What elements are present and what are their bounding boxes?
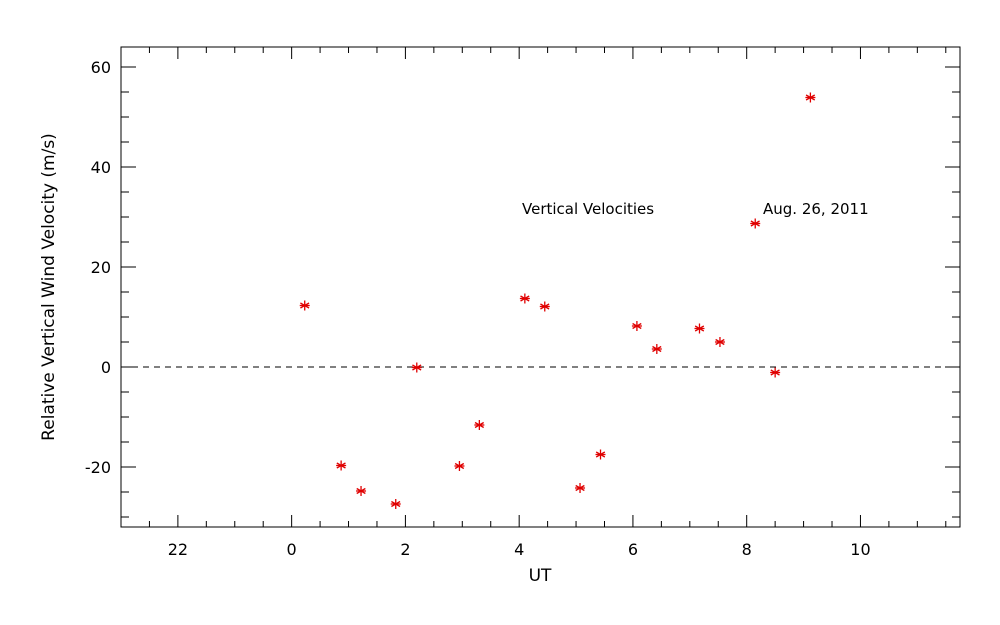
y-tick-label: -20: [85, 458, 111, 477]
annotation-vertical-velocities: Vertical Velocities: [522, 200, 654, 218]
y-tick-label: 20: [91, 258, 111, 277]
y-tick-label: 40: [91, 158, 111, 177]
axis-ticks: [120, 47, 960, 527]
data-point: [390, 499, 401, 509]
data-point: [750, 218, 761, 229]
x-tick-label: 8: [742, 540, 752, 559]
annotation-date: Aug. 26, 2011: [763, 200, 869, 218]
x-tick-label: 4: [514, 540, 524, 559]
data-point: [651, 344, 662, 354]
data-point: [631, 321, 642, 331]
data-point: [770, 367, 781, 378]
x-tick-label: 22: [168, 540, 188, 559]
x-axis-title: UT: [529, 566, 552, 586]
plot-frame: [120, 46, 961, 528]
y-tick-labels: -20 0 20 40 60: [85, 58, 111, 477]
y-tick-label: 60: [91, 58, 111, 77]
data-point: [519, 293, 530, 304]
x-tick-label: 0: [287, 540, 297, 559]
data-points: [299, 92, 816, 509]
data-point: [411, 362, 422, 373]
data-point: [356, 486, 367, 496]
x-tick-label: 2: [400, 540, 410, 559]
data-point: [595, 449, 606, 460]
data-point: [336, 460, 347, 471]
y-tick-label: 0: [101, 358, 111, 377]
data-point: [454, 461, 465, 471]
data-point: [539, 301, 550, 312]
data-point: [299, 300, 310, 311]
x-tick-label: 6: [628, 540, 638, 559]
data-point: [805, 92, 816, 103]
x-tick-labels: 22 0 2 4 6 8 10: [168, 540, 871, 559]
data-point: [694, 323, 705, 334]
y-axis-title: Relative Vertical Wind Velocity (m/s): [39, 133, 59, 441]
x-tick-label: 10: [850, 540, 870, 559]
data-point: [474, 420, 485, 430]
data-point: [714, 337, 725, 347]
data-point: [575, 483, 586, 493]
